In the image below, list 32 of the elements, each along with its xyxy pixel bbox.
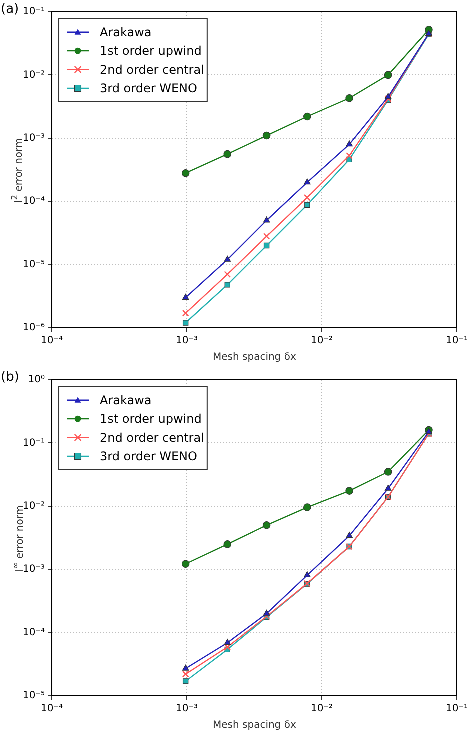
legend-label: 3rd order WENO (100, 450, 198, 464)
y-tick-label: 10⁻⁵ (22, 259, 46, 270)
x-tick-label: 10⁻⁴ (41, 336, 64, 347)
x-axis-title: Mesh spacing δx (213, 352, 296, 363)
x-tick-label: 10⁻² (310, 336, 334, 347)
legend-label: 2nd order central (100, 62, 204, 77)
legend-label: Arakawa (100, 25, 152, 40)
text: (b) (1, 370, 20, 385)
x-axis-title: Mesh spacing δx (213, 720, 296, 731)
legend-label: Arakawa (100, 393, 152, 408)
y-tick-label: 10⁻¹ (22, 6, 46, 18)
y-tick-label: 10⁻⁵ (22, 690, 46, 702)
x-tick-label: 10⁻³ (176, 704, 198, 715)
y-tick-label: 10⁻¹ (22, 438, 46, 449)
y-tick-label: 10⁻⁴ (22, 196, 46, 208)
y-tick-label: 10⁰ (28, 374, 46, 386)
x-tick-label: 10⁻¹ (446, 704, 468, 715)
y-tick-label: 10⁻² (22, 70, 46, 81)
legend-label: 2nd order central (100, 430, 204, 445)
y-tick-label: 10⁻³ (22, 132, 46, 144)
x-tick-label: 10⁻¹ (446, 336, 468, 347)
y-tick-label: 10⁻⁴ (22, 627, 46, 638)
legend-label: 1st order upwind (100, 412, 202, 426)
y-tick-label: 10⁻² (22, 500, 46, 512)
x-tick-label: 10⁻² (310, 704, 334, 715)
text: (a) (1, 2, 20, 17)
legend-label: 3rd order WENO (100, 82, 198, 96)
x-tick-label: 10⁻⁴ (41, 704, 64, 715)
x-tick-label: 10⁻³ (176, 336, 198, 347)
y-tick-label: 10⁻³ (22, 564, 46, 576)
legend-label: 1st order upwind (100, 44, 202, 58)
y-tick-label: 10⁻⁶ (22, 322, 46, 334)
